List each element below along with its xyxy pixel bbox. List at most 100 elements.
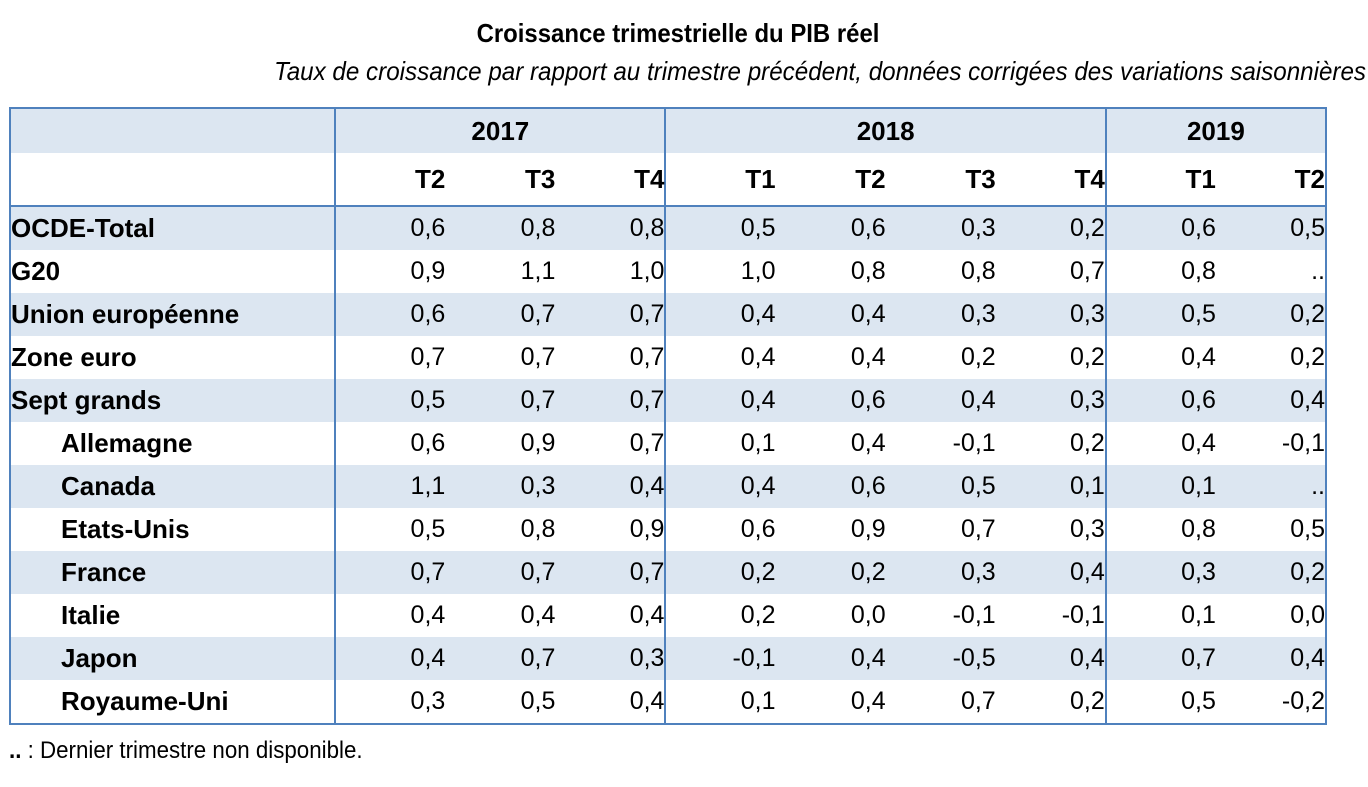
value-cell: 0,5: [520, 687, 556, 715]
value-cell: 1,1: [334, 465, 446, 508]
table-row: Union européenne 0,6 0,7 0,7 0,4 0,4 0,3 0,3 0,5…: [10, 293, 1326, 336]
table-row: Canada 1,1 0,3 0,4 0,4 0,6 0,5 0,1 0,1..: [10, 465, 1326, 508]
value-cell: 0,0: [850, 601, 886, 629]
value-cell: 0,4: [629, 472, 665, 500]
value-cell: 0,7: [520, 644, 556, 672]
quarter-header: T4: [995, 153, 1106, 207]
value-cell: 0,7: [520, 386, 556, 414]
value-cell: 0,2: [960, 343, 996, 371]
table-row: Allemagne 0,6 0,9 0,7 0,1 0,4 -0,1 0,2 0,4 -0,1: [10, 422, 1326, 465]
quarter-header: T3: [445, 153, 556, 207]
value-cell: 0,6: [334, 293, 446, 336]
quarter-header: T3: [885, 153, 996, 207]
value-cell: 0,8: [960, 257, 996, 285]
value-cell: 0,5: [664, 206, 776, 250]
value-cell: 0,9: [334, 250, 446, 293]
value-cell: -0,2: [1281, 687, 1325, 715]
table-row: G20 0,9 1,1 1,0 1,0 0,8 0,8 0,7 0,8..: [10, 250, 1326, 293]
value-cell: 0,5: [334, 379, 446, 422]
corner-cell: [10, 108, 336, 153]
table-subtitle: Taux de croissance par rapport au trimes…: [274, 56, 1366, 86]
value-cell: 0,7: [520, 558, 556, 586]
value-cell: 0,6: [850, 214, 886, 242]
row-label: Japon: [61, 643, 138, 673]
year-header-2019: 2019: [1104, 108, 1326, 153]
value-cell: 0,6: [334, 206, 446, 250]
value-cell: -0,1: [952, 429, 996, 457]
value-cell: 0,4: [1070, 558, 1105, 586]
value-cell: 0,7: [520, 343, 556, 371]
value-cell: 0,4: [334, 594, 446, 637]
value-cell: 0,8: [629, 214, 665, 242]
value-cell: 0,1: [1104, 594, 1216, 637]
value-cell: 0,2: [1070, 343, 1105, 371]
value-cell: 0,8: [1104, 250, 1216, 293]
value-cell: 0,1: [1070, 472, 1105, 500]
quarter-header: T1: [1104, 153, 1216, 207]
value-cell: 0,6: [850, 472, 886, 500]
value-cell: 0,2: [664, 594, 776, 637]
value-cell: 1,0: [629, 257, 665, 285]
value-cell: 0,4: [1104, 422, 1216, 465]
gdp-growth-table: 2017 2018 2019 T2 T3 T4 T1 T2 T3 T4 T1 T…: [9, 107, 1327, 725]
value-cell: 0,5: [960, 472, 996, 500]
value-cell: 0,0: [1290, 601, 1325, 629]
value-cell: 0,8: [520, 214, 556, 242]
value-cell: 0,7: [960, 687, 996, 715]
row-label: Allemagne: [61, 428, 193, 458]
row-label: Etats-Unis: [61, 514, 190, 544]
value-cell: 0,4: [520, 601, 556, 629]
value-cell: 0,1: [664, 422, 776, 465]
value-cell: 0,4: [960, 386, 996, 414]
value-cell: 0,7: [629, 429, 665, 457]
value-cell: 0,3: [520, 472, 556, 500]
value-cell: 0,7: [1104, 637, 1216, 680]
value-cell: 1,0: [664, 250, 776, 293]
value-cell: 0,3: [1104, 551, 1216, 594]
row-label: G20: [11, 256, 61, 286]
value-cell: 0,4: [334, 637, 446, 680]
value-cell: 0,7: [629, 300, 665, 328]
table-row: Italie 0,4 0,4 0,4 0,2 0,0 -0,1 -0,1 0,1 0,0: [10, 594, 1326, 637]
value-cell: 0,3: [1070, 386, 1105, 414]
value-cell: 0,6: [1104, 206, 1216, 250]
value-cell: 0,3: [960, 300, 996, 328]
year-header-row: 2017 2018 2019: [10, 108, 1326, 153]
value-cell: 0,6: [664, 508, 776, 551]
value-cell: 0,4: [664, 379, 776, 422]
value-cell: 0,4: [850, 343, 886, 371]
value-cell: 0,2: [1070, 429, 1105, 457]
value-cell: 0,2: [1290, 343, 1325, 371]
value-cell: 0,6: [850, 386, 886, 414]
year-header-2018: 2018: [664, 108, 1106, 153]
table-title: Croissance trimestrielle du PIB réel: [62, 18, 1295, 49]
value-cell: 0,4: [850, 687, 886, 715]
row-label: Union européenne: [11, 299, 240, 329]
value-cell: 0,1: [1104, 465, 1216, 508]
value-cell: 0,7: [1070, 257, 1105, 285]
quarter-header: T1: [664, 153, 776, 207]
value-cell: 0,3: [960, 214, 996, 242]
value-cell: 0,3: [960, 558, 996, 586]
value-cell: -0,5: [952, 644, 996, 672]
value-cell: 0,3: [1070, 300, 1105, 328]
value-cell: 0,4: [1070, 644, 1105, 672]
quarter-header: T2: [334, 153, 446, 207]
corner-cell-blank: [10, 153, 336, 207]
value-cell: 0,5: [334, 508, 446, 551]
value-cell: 0,2: [664, 551, 776, 594]
value-cell: 0,3: [1070, 515, 1105, 543]
value-cell: 0,7: [334, 336, 446, 379]
value-cell: 0,7: [629, 343, 665, 371]
value-cell: 0,9: [850, 515, 886, 543]
value-cell: 0,6: [334, 422, 446, 465]
quarter-header: T2: [775, 153, 886, 207]
value-cell: 0,2: [850, 558, 886, 586]
footnote-symbol: ..: [9, 737, 22, 764]
row-label: Zone euro: [11, 342, 137, 372]
year-header-2017: 2017: [334, 108, 666, 153]
row-label: Canada: [61, 471, 155, 501]
value-cell: -0,1: [1061, 601, 1105, 629]
value-cell: 0,4: [1104, 336, 1216, 379]
value-cell: 0,7: [334, 551, 446, 594]
